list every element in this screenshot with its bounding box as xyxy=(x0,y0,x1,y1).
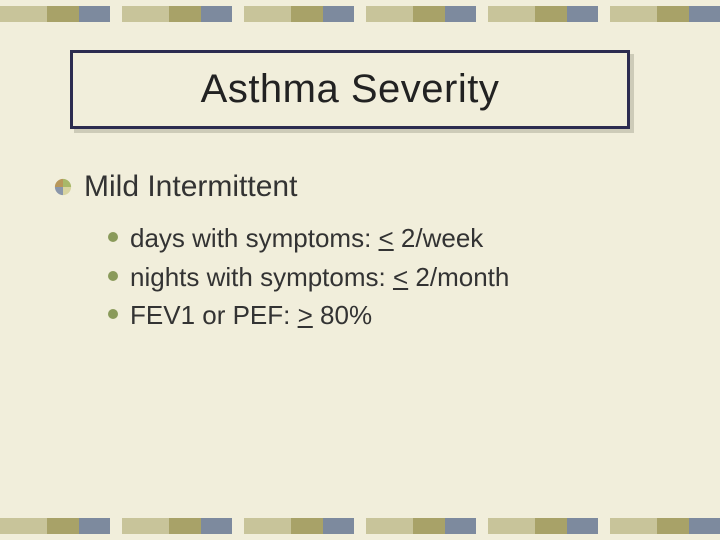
bar-segment xyxy=(122,518,232,534)
slide-title: Asthma Severity xyxy=(83,67,617,112)
item-underlined: < xyxy=(393,262,408,292)
item-underlined: > xyxy=(298,300,313,330)
bar-segment xyxy=(488,6,598,22)
dot-bullet-icon xyxy=(108,232,118,242)
title-box: Asthma Severity xyxy=(70,50,630,129)
bar-segment xyxy=(0,518,110,534)
item-post: 2/month xyxy=(408,262,509,292)
list-item-text: FEV1 or PEF: > 80% xyxy=(130,299,372,332)
bar-segment xyxy=(488,518,598,534)
heading-row: Mild Intermittent xyxy=(54,170,674,204)
content-area: Mild Intermittent days with symptoms: < … xyxy=(54,170,674,338)
list-item-text: nights with symptoms: < 2/month xyxy=(130,261,509,294)
bar-segment xyxy=(366,6,476,22)
pie-bullet-icon xyxy=(54,178,72,196)
item-pre: nights with symptoms: xyxy=(130,262,393,292)
bar-segment xyxy=(122,6,232,22)
bar-segment xyxy=(366,518,476,534)
bottom-decorative-bar xyxy=(0,518,720,534)
bullet-list: days with symptoms: < 2/weeknights with … xyxy=(108,222,674,332)
list-item: days with symptoms: < 2/week xyxy=(108,222,674,255)
bar-segment xyxy=(0,6,110,22)
bar-segment xyxy=(610,518,720,534)
item-pre: FEV1 or PEF: xyxy=(130,300,298,330)
bar-segment xyxy=(610,6,720,22)
item-underlined: < xyxy=(379,223,394,253)
list-item: FEV1 or PEF: > 80% xyxy=(108,299,674,332)
dot-bullet-icon xyxy=(108,309,118,319)
heading-text: Mild Intermittent xyxy=(84,170,297,204)
item-post: 80% xyxy=(313,300,372,330)
item-pre: days with symptoms: xyxy=(130,223,379,253)
top-decorative-bar xyxy=(0,6,720,22)
item-post: 2/week xyxy=(394,223,484,253)
dot-bullet-icon xyxy=(108,271,118,281)
list-item-text: days with symptoms: < 2/week xyxy=(130,222,483,255)
bar-segment xyxy=(244,518,354,534)
list-item: nights with symptoms: < 2/month xyxy=(108,261,674,294)
bar-segment xyxy=(244,6,354,22)
